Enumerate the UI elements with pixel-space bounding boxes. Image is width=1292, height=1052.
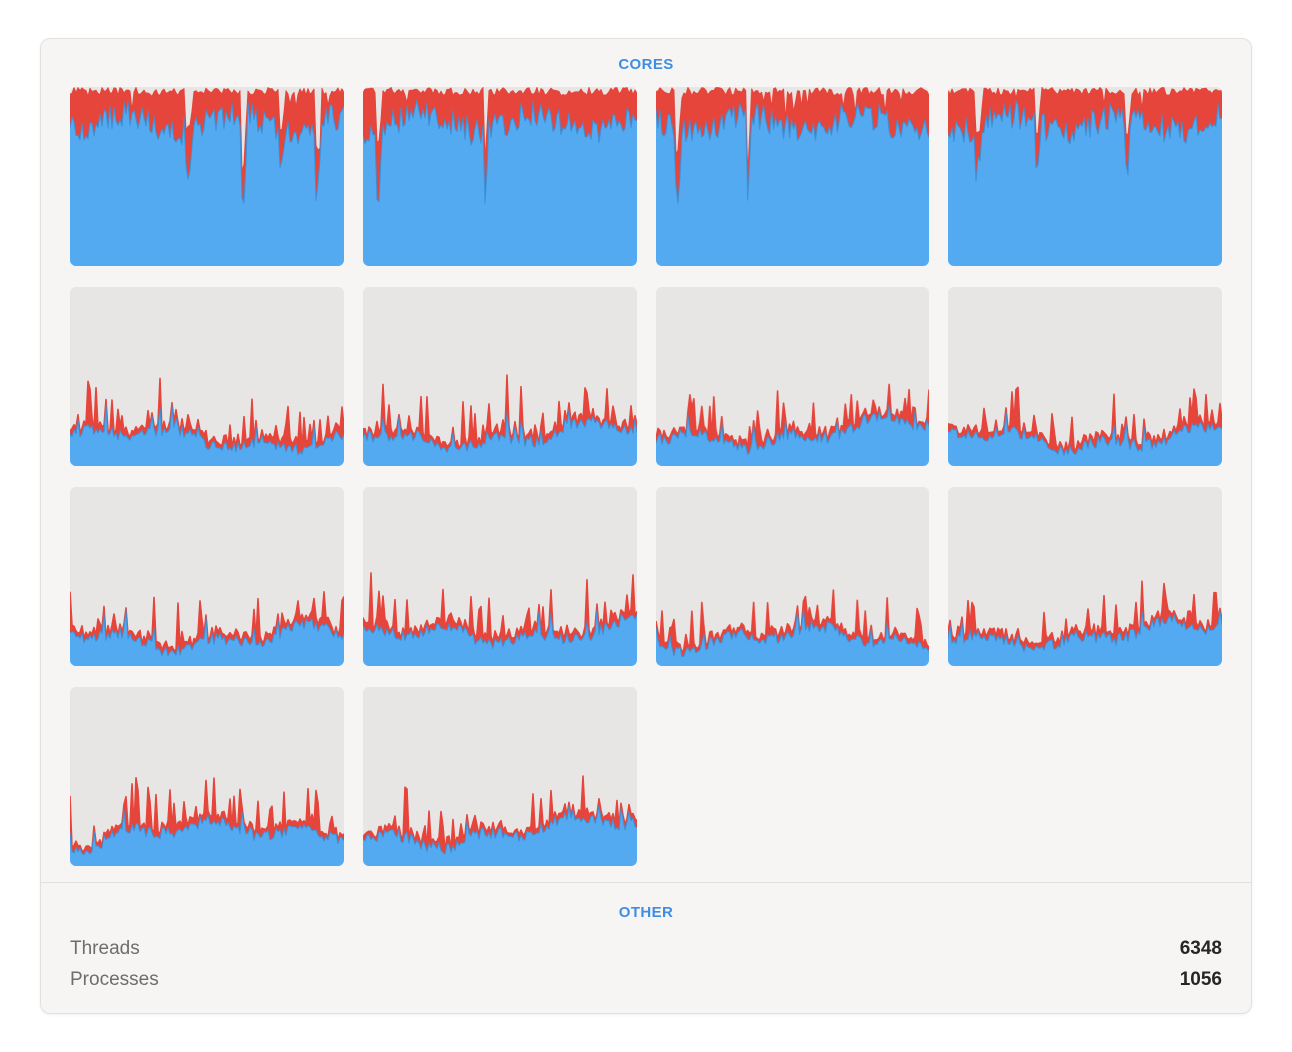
core-graph-canvas-1 [70, 87, 344, 266]
core-graph-canvas-14 [362, 687, 637, 866]
core-graph-5 [70, 287, 344, 466]
processes-value: 1056 [1179, 969, 1222, 990]
core-graph-8 [948, 287, 1222, 466]
core-graph-7 [655, 287, 930, 466]
core-graph-canvas-11 [655, 487, 930, 666]
core-graph-canvas-13 [70, 687, 344, 866]
core-graph-canvas-3 [655, 87, 930, 266]
processes-label: Processes [70, 969, 159, 990]
core-graph-canvas-8 [948, 287, 1222, 466]
core-graph-9 [70, 487, 344, 666]
core-graph-6 [362, 287, 637, 466]
core-graph-11 [655, 487, 930, 666]
threads-label: Threads [70, 938, 140, 959]
section-divider [41, 882, 1251, 883]
core-graph-4 [948, 87, 1222, 266]
core-graph-canvas-7 [655, 287, 930, 466]
core-graph-canvas-2 [362, 87, 637, 266]
core-graph-13 [70, 687, 344, 866]
core-graph-canvas-6 [362, 287, 637, 466]
core-graph-canvas-4 [948, 87, 1222, 266]
cores-grid [70, 87, 1222, 866]
other-stats: Threads 6348 Processes 1056 [70, 933, 1222, 995]
cpu-history-window: CORES OTHER Threads 6348 Processes 1056 [40, 38, 1252, 1014]
core-graph-1 [70, 87, 344, 266]
threads-row: Threads 6348 [70, 933, 1222, 964]
core-graph-canvas-9 [70, 487, 344, 666]
core-graph-canvas-10 [362, 487, 637, 666]
core-graph-canvas-5 [70, 287, 344, 466]
core-graph-14 [362, 687, 637, 866]
cores-section-title: CORES [618, 56, 674, 73]
processes-row: Processes 1056 [70, 964, 1222, 995]
threads-value: 6348 [1179, 938, 1222, 959]
core-graph-2 [362, 87, 637, 266]
core-graph-canvas-12 [948, 487, 1222, 666]
core-graph-12 [948, 487, 1222, 666]
core-graph-3 [655, 87, 930, 266]
other-section-title: OTHER [618, 904, 674, 921]
core-graph-10 [362, 487, 637, 666]
